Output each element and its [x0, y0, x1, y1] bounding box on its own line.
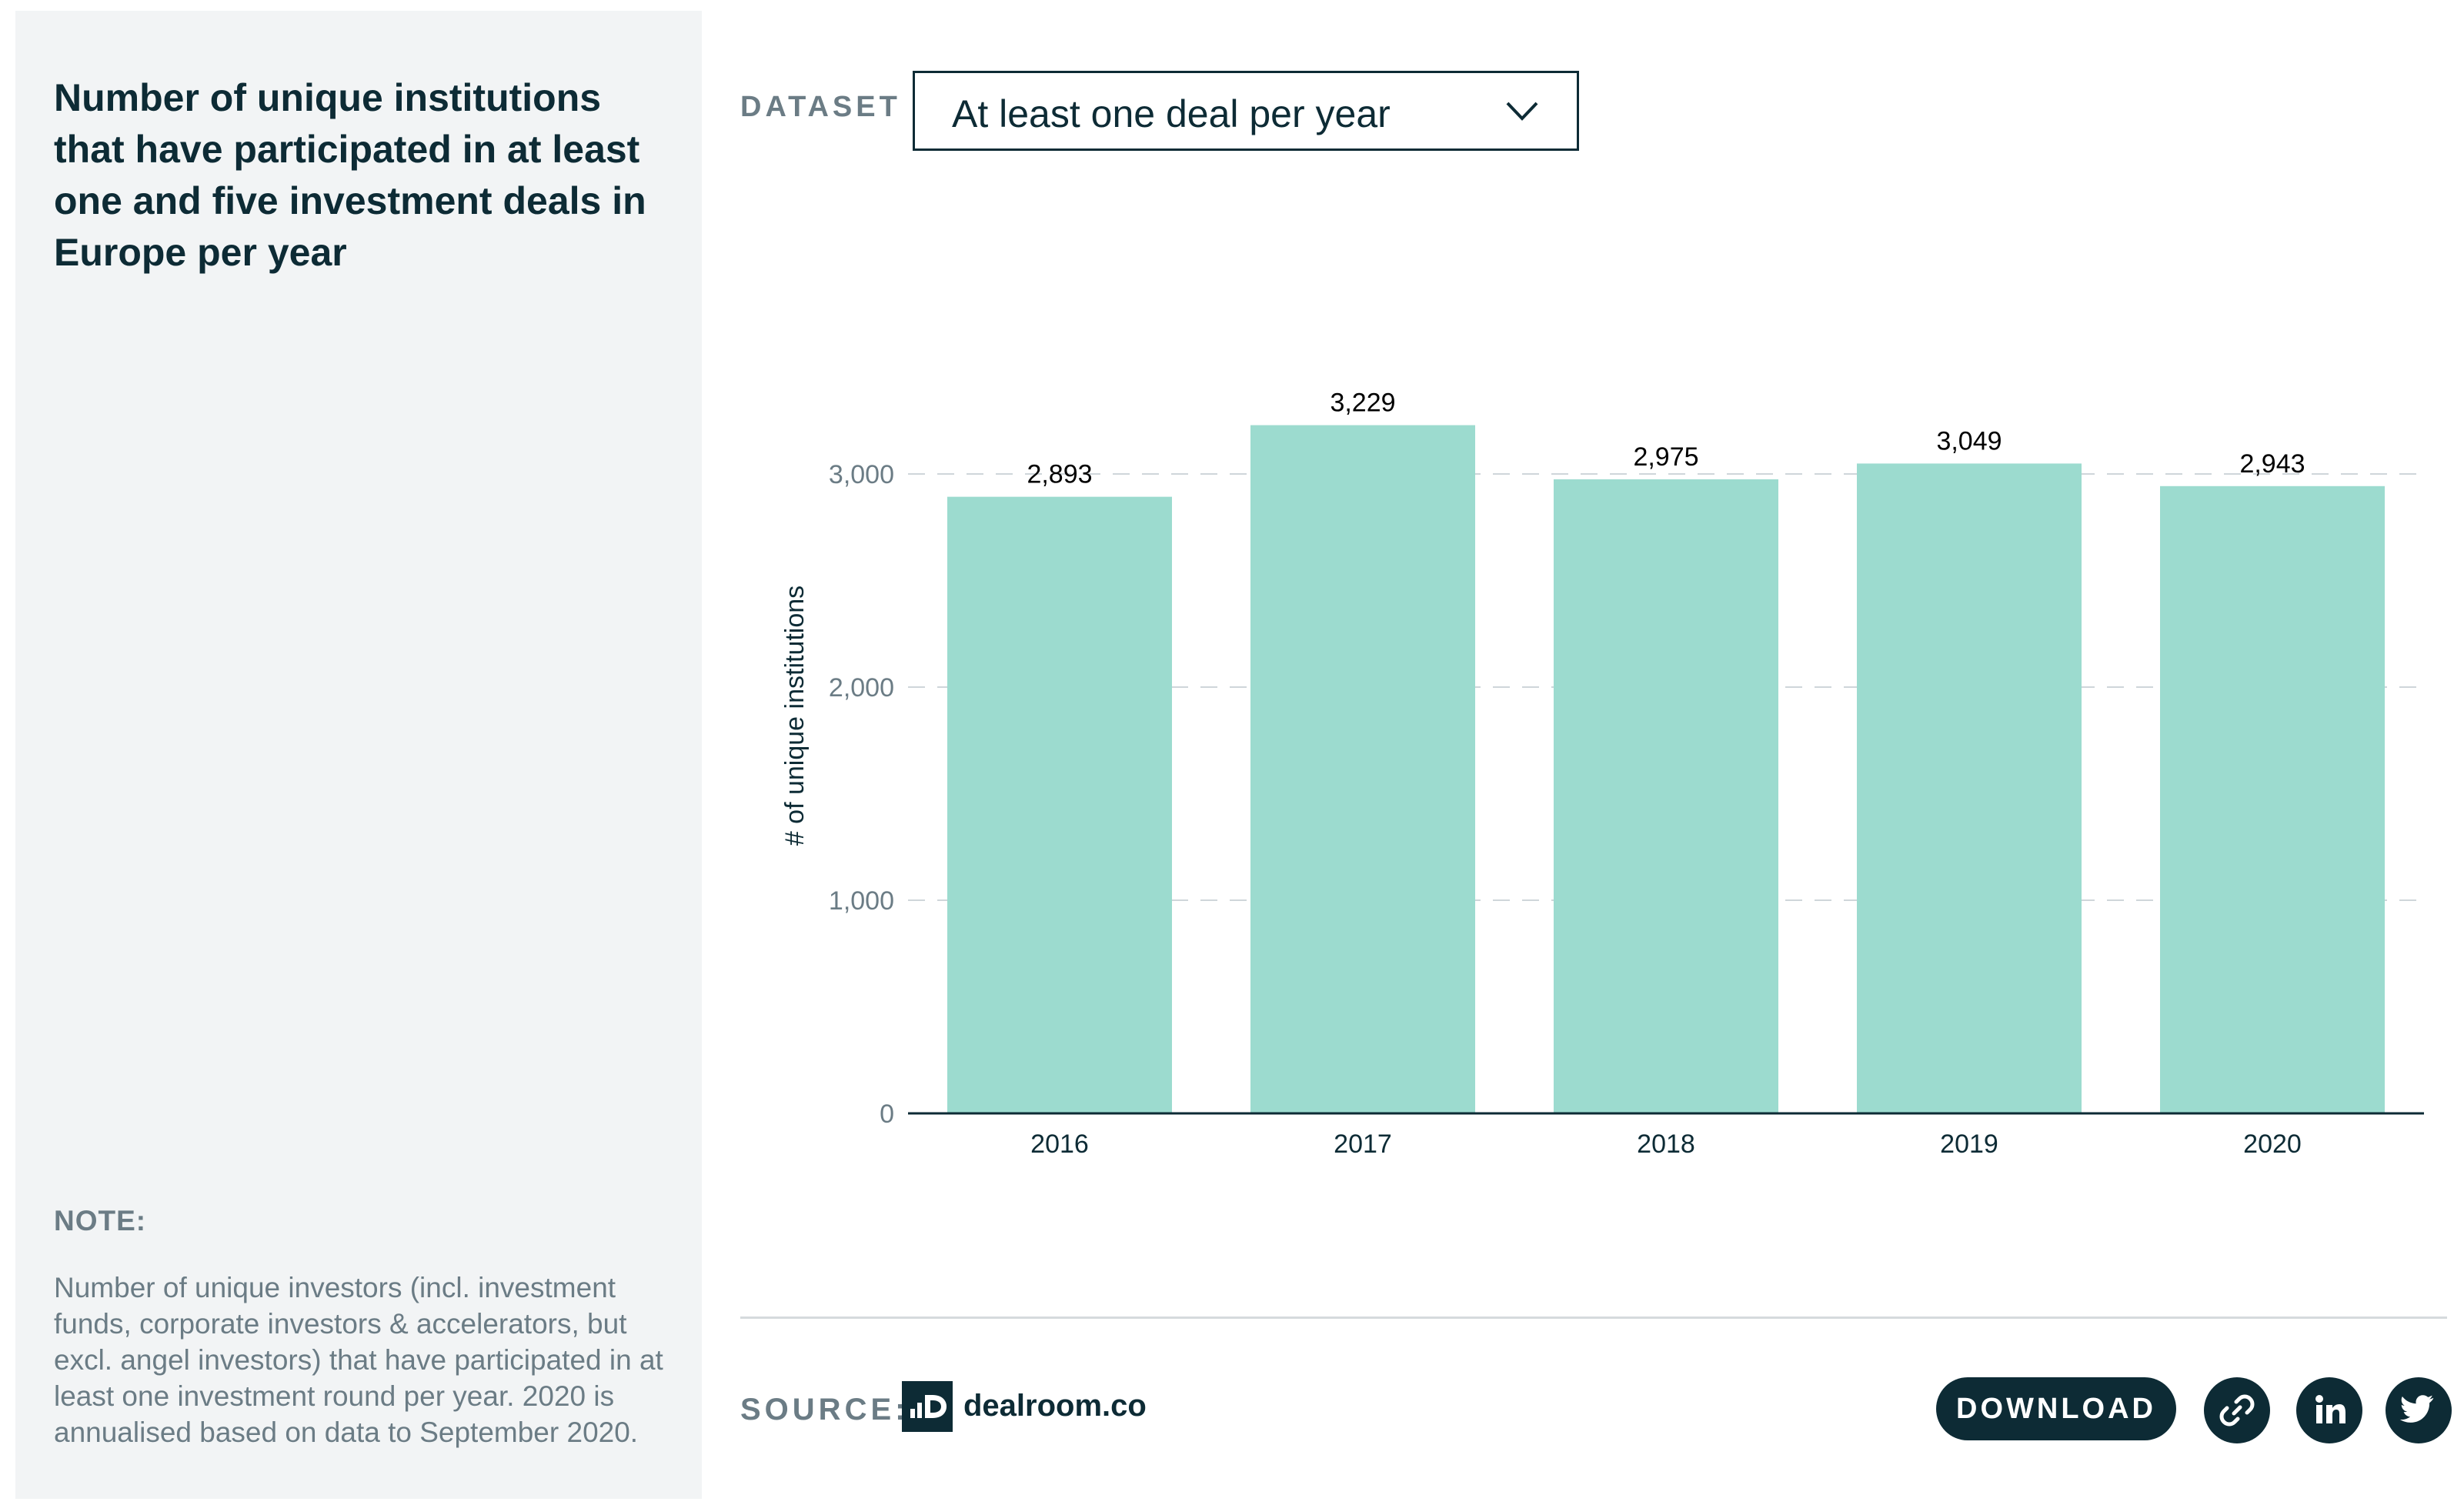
x-tick-label: 2017 [1334, 1130, 1392, 1159]
dealroom-logo-mark [902, 1381, 953, 1432]
x-tick-label: 2019 [1940, 1130, 1998, 1159]
note-text: Number of unique investors (incl. invest… [54, 1272, 663, 1448]
y-tick-label: 1,000 [829, 886, 894, 916]
download-button[interactable]: DOWNLOAD [1936, 1377, 2176, 1440]
bar-2017 [1250, 425, 1475, 1113]
share-linkedin-button[interactable] [2296, 1377, 2362, 1443]
link-icon [2219, 1394, 2255, 1427]
y-axis-label: # of unique institutions [780, 586, 810, 846]
data-label: 2,893 [1027, 460, 1092, 489]
twitter-icon [2399, 1395, 2434, 1423]
y-tick-label: 0 [880, 1100, 894, 1129]
x-tick-label: 2018 [1637, 1130, 1695, 1159]
dataset-selected-value: At least one deal per year [952, 92, 1391, 135]
data-label: 2,975 [1633, 442, 1698, 472]
bar-chart: 0 1,000 2,000 3,000 2,893 2016 3,229 2017 2,975 2… [780, 389, 2424, 1159]
share-twitter-button[interactable] [2386, 1377, 2452, 1443]
chevron-down-icon [1506, 102, 1538, 121]
note-heading: NOTE: [54, 1205, 147, 1236]
footer-divider [740, 1316, 2447, 1319]
dataset-dropdown[interactable]: At least one deal per year [913, 71, 1579, 151]
chart-title: Number of unique institutions that have … [54, 76, 646, 274]
logo-text: dealroom.co [963, 1389, 1147, 1423]
x-tick-label: 2016 [1030, 1130, 1089, 1159]
share-link-button[interactable] [2204, 1377, 2270, 1443]
bar-2016 [947, 496, 1172, 1113]
dataset-label: DATASET [740, 91, 901, 123]
y-tick-label: 3,000 [829, 460, 894, 489]
data-label: 3,229 [1330, 389, 1395, 418]
data-label: 2,943 [2239, 449, 2305, 479]
x-tick-label: 2020 [2243, 1130, 2302, 1159]
y-tick-label: 2,000 [829, 673, 894, 702]
data-label: 3,049 [1936, 426, 2002, 456]
bar-2018 [1554, 479, 1778, 1113]
sidebar-panel: Number of unique institutions that have … [15, 11, 702, 1499]
bar-2020 [2160, 486, 2385, 1113]
linkedin-icon [2315, 1395, 2345, 1423]
bar-2019 [1857, 463, 2082, 1113]
source-label: SOURCE: [740, 1393, 910, 1427]
